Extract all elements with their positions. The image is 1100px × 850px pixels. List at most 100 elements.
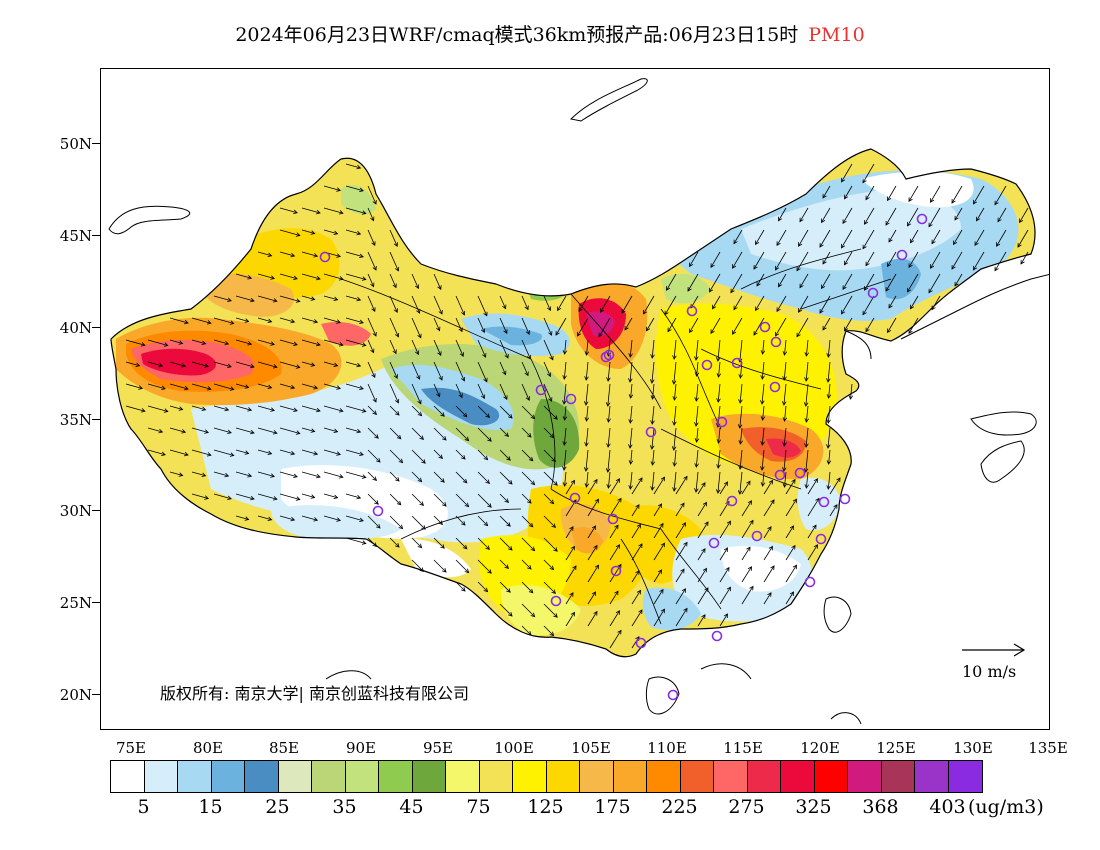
wind-arrow-head bbox=[458, 327, 463, 333]
wind-arrow-head bbox=[583, 401, 589, 406]
wind-arrow bbox=[235, 361, 255, 368]
lat-label-25n: 25N bbox=[59, 594, 92, 612]
wind-arrow bbox=[865, 185, 875, 200]
wind-arrow bbox=[477, 515, 488, 526]
wind-arrow-head bbox=[267, 318, 273, 324]
wind-arrow bbox=[455, 405, 468, 418]
wind-arrow-head bbox=[528, 522, 534, 528]
wind-arrow bbox=[674, 449, 677, 467]
wind-arrow-head bbox=[789, 591, 794, 597]
wind-arrow-head bbox=[650, 461, 656, 466]
wind-arrow bbox=[169, 449, 189, 456]
wind-arrow-head bbox=[657, 503, 662, 509]
wind-arrow bbox=[822, 251, 831, 265]
wind-arrow bbox=[908, 251, 919, 268]
wind-arrow-head bbox=[201, 340, 207, 346]
station-marker bbox=[610, 565, 622, 577]
wind-arrow bbox=[279, 229, 300, 236]
wind-arrow bbox=[888, 229, 897, 243]
colorbar-label: 45 bbox=[399, 796, 424, 818]
wind-arrow bbox=[653, 589, 664, 605]
wind-arrow bbox=[323, 405, 344, 412]
wind-arrow bbox=[565, 546, 575, 561]
wind-arrow bbox=[257, 339, 275, 345]
wind-arrow bbox=[827, 339, 831, 358]
lat-label-50n: 50N bbox=[59, 135, 92, 153]
wind-arrow bbox=[631, 609, 643, 627]
wind-arrow bbox=[631, 590, 641, 605]
wind-arrow bbox=[719, 567, 730, 583]
wind-arrow-head bbox=[506, 456, 511, 461]
wind-arrow-head bbox=[826, 378, 831, 383]
wind-arrow-head bbox=[462, 544, 468, 550]
wind-arrow-head bbox=[976, 216, 981, 222]
station-marker bbox=[701, 359, 713, 371]
wind-arrow-head bbox=[295, 298, 301, 303]
wind-arrow bbox=[323, 361, 338, 367]
wind-arrow-head bbox=[524, 371, 529, 377]
wind-arrow bbox=[411, 537, 422, 548]
wind-arrow-head bbox=[683, 475, 688, 481]
wind-arrow-head bbox=[747, 566, 752, 571]
wind-arrow bbox=[477, 449, 488, 460]
wind-arrow bbox=[301, 493, 315, 498]
wind-arrow-head bbox=[138, 385, 144, 390]
wind-arrow bbox=[719, 520, 731, 539]
wind-arrow bbox=[827, 405, 831, 424]
wind-arrow-head bbox=[525, 396, 530, 401]
wind-arrow-head bbox=[973, 265, 978, 271]
wind-arrow-head bbox=[767, 526, 772, 531]
wind-arrow bbox=[697, 502, 707, 517]
wind-arrow-head bbox=[672, 396, 677, 401]
wind-arrow-head bbox=[767, 592, 772, 597]
wind-arrow bbox=[301, 383, 318, 389]
wind-arrow bbox=[842, 207, 853, 224]
station-marker bbox=[600, 351, 612, 363]
wind-arrow-head bbox=[1020, 259, 1025, 265]
lat-label-30n: 30N bbox=[59, 502, 92, 520]
lon-label-80e: 80E bbox=[192, 739, 224, 757]
wind-arrow bbox=[499, 581, 511, 593]
wind-arrow bbox=[521, 581, 534, 594]
wind-arrow-head bbox=[310, 362, 316, 367]
wind-arrow-head bbox=[204, 429, 210, 434]
wind-arrow bbox=[783, 449, 787, 472]
wind-arrow bbox=[844, 317, 853, 331]
wind-arrow bbox=[213, 471, 229, 477]
wind-arrow bbox=[994, 185, 1007, 205]
wind-arrow bbox=[741, 520, 754, 539]
wind-arrow bbox=[279, 515, 295, 521]
station-marker bbox=[645, 426, 657, 438]
wind-arrow-head bbox=[227, 495, 232, 501]
wind-arrow-head bbox=[461, 455, 466, 460]
station-marker bbox=[716, 416, 728, 428]
wind-arrow-head bbox=[650, 420, 655, 425]
wind-arrow-head bbox=[247, 407, 253, 412]
wind-arrow bbox=[455, 361, 465, 382]
wind-arrow bbox=[783, 361, 787, 381]
wind-arrow-head bbox=[551, 523, 556, 528]
wind-arrow-head bbox=[928, 222, 933, 228]
wind-arrow-head bbox=[646, 326, 651, 332]
wind-arrow-head bbox=[796, 266, 801, 272]
lat-tick bbox=[92, 419, 100, 420]
wind-arrow bbox=[521, 515, 534, 528]
wind-arrow-head bbox=[638, 609, 643, 615]
wind-arrow-head bbox=[460, 376, 466, 382]
wind-arrow bbox=[930, 185, 941, 203]
wind-arrow bbox=[732, 251, 743, 269]
wind-arrow-head bbox=[227, 363, 232, 369]
wind-arrow-head bbox=[635, 504, 640, 509]
wind-arrow-head bbox=[865, 327, 870, 333]
wind-arrow bbox=[675, 502, 685, 517]
wind-arrow bbox=[762, 339, 765, 355]
wind-arrow bbox=[629, 339, 633, 358]
wind-arrow bbox=[499, 361, 506, 375]
wind-arrow bbox=[213, 427, 232, 434]
wind-arrow bbox=[279, 207, 298, 214]
wind-arrow-head bbox=[483, 311, 488, 317]
wind-arrow bbox=[718, 361, 721, 378]
colorbar-swatch-11 bbox=[479, 761, 513, 792]
wind-arrow bbox=[499, 537, 513, 551]
wind-arrow bbox=[631, 570, 640, 583]
